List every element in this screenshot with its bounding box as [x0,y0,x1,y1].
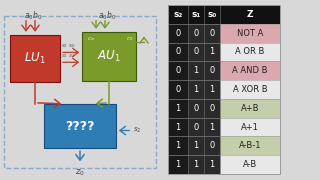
Text: $LU_1$: $LU_1$ [24,51,46,66]
Text: s₂: s₂ [173,10,183,19]
Text: 0: 0 [193,123,199,132]
Text: 1: 1 [209,123,215,132]
Bar [188,155,204,174]
Bar [188,99,204,118]
Text: A AND B: A AND B [232,66,268,75]
Text: $AU_1$: $AU_1$ [97,49,121,64]
Text: $a_0 b_0$: $a_0 b_0$ [98,10,116,22]
Text: 0: 0 [193,47,199,56]
Text: s₁: s₁ [191,10,201,19]
Text: 0: 0 [175,85,180,94]
Text: $z_0$: $z_0$ [75,167,85,178]
Bar [220,155,280,174]
Text: 1: 1 [209,160,215,169]
Text: $s_1\ s_1$: $s_1\ s_1$ [61,52,75,60]
Text: 0: 0 [175,66,180,75]
Bar [204,99,220,118]
Bar [220,80,280,99]
Bar [168,5,280,24]
Text: A+1: A+1 [241,123,259,132]
Text: A+B: A+B [241,104,259,113]
Text: s₀: s₀ [207,10,217,19]
Bar [168,99,188,118]
Bar [204,42,220,61]
Text: 1: 1 [193,160,199,169]
Text: ????: ???? [65,120,95,132]
Text: $c_0$: $c_0$ [126,36,133,44]
Bar [168,61,188,80]
Bar [4,16,156,168]
Bar [188,118,204,136]
Bar [168,155,188,174]
Text: Z: Z [247,10,253,19]
Text: 0: 0 [193,29,199,38]
Bar [188,136,204,155]
Bar [44,104,116,148]
Text: 0: 0 [209,29,215,38]
Text: A XOR B: A XOR B [233,85,267,94]
Bar [220,61,280,80]
Bar [188,24,204,42]
Text: A-B: A-B [243,160,257,169]
Bar [188,61,204,80]
Bar [168,42,188,61]
Text: 0: 0 [175,47,180,56]
Text: 1: 1 [209,47,215,56]
Text: 0: 0 [209,66,215,75]
Text: 0: 0 [175,29,180,38]
Text: 1: 1 [175,123,180,132]
Bar [168,24,188,42]
Text: A-B-1: A-B-1 [239,141,261,150]
Bar [82,32,136,81]
Bar [204,118,220,136]
Bar [220,136,280,155]
Bar [188,80,204,99]
Bar [220,118,280,136]
Bar [204,155,220,174]
Text: $s_2$: $s_2$ [133,126,141,135]
Bar [168,5,280,174]
Text: 1: 1 [209,85,215,94]
Text: 1: 1 [193,141,199,150]
Text: 1: 1 [175,104,180,113]
Bar [220,42,280,61]
Bar [188,42,204,61]
Text: 0: 0 [209,141,215,150]
Bar [168,80,188,99]
Text: 0: 0 [209,104,215,113]
Bar [168,136,188,155]
Bar [204,80,220,99]
Bar [168,118,188,136]
Bar [204,136,220,155]
Text: $s_2\ s_0$: $s_2\ s_0$ [61,42,76,50]
Bar [10,35,60,82]
Text: NOT A: NOT A [237,29,263,38]
Text: $c_{in}$: $c_{in}$ [87,36,95,44]
Text: 1: 1 [175,160,180,169]
Text: 0: 0 [193,104,199,113]
Bar [220,24,280,42]
Text: $a_0 b_0$: $a_0 b_0$ [24,10,42,22]
Bar [220,99,280,118]
Text: A OR B: A OR B [235,47,265,56]
Bar [204,24,220,42]
Text: 1: 1 [175,141,180,150]
Bar [204,61,220,80]
Text: 1: 1 [193,66,199,75]
Text: 1: 1 [193,85,199,94]
